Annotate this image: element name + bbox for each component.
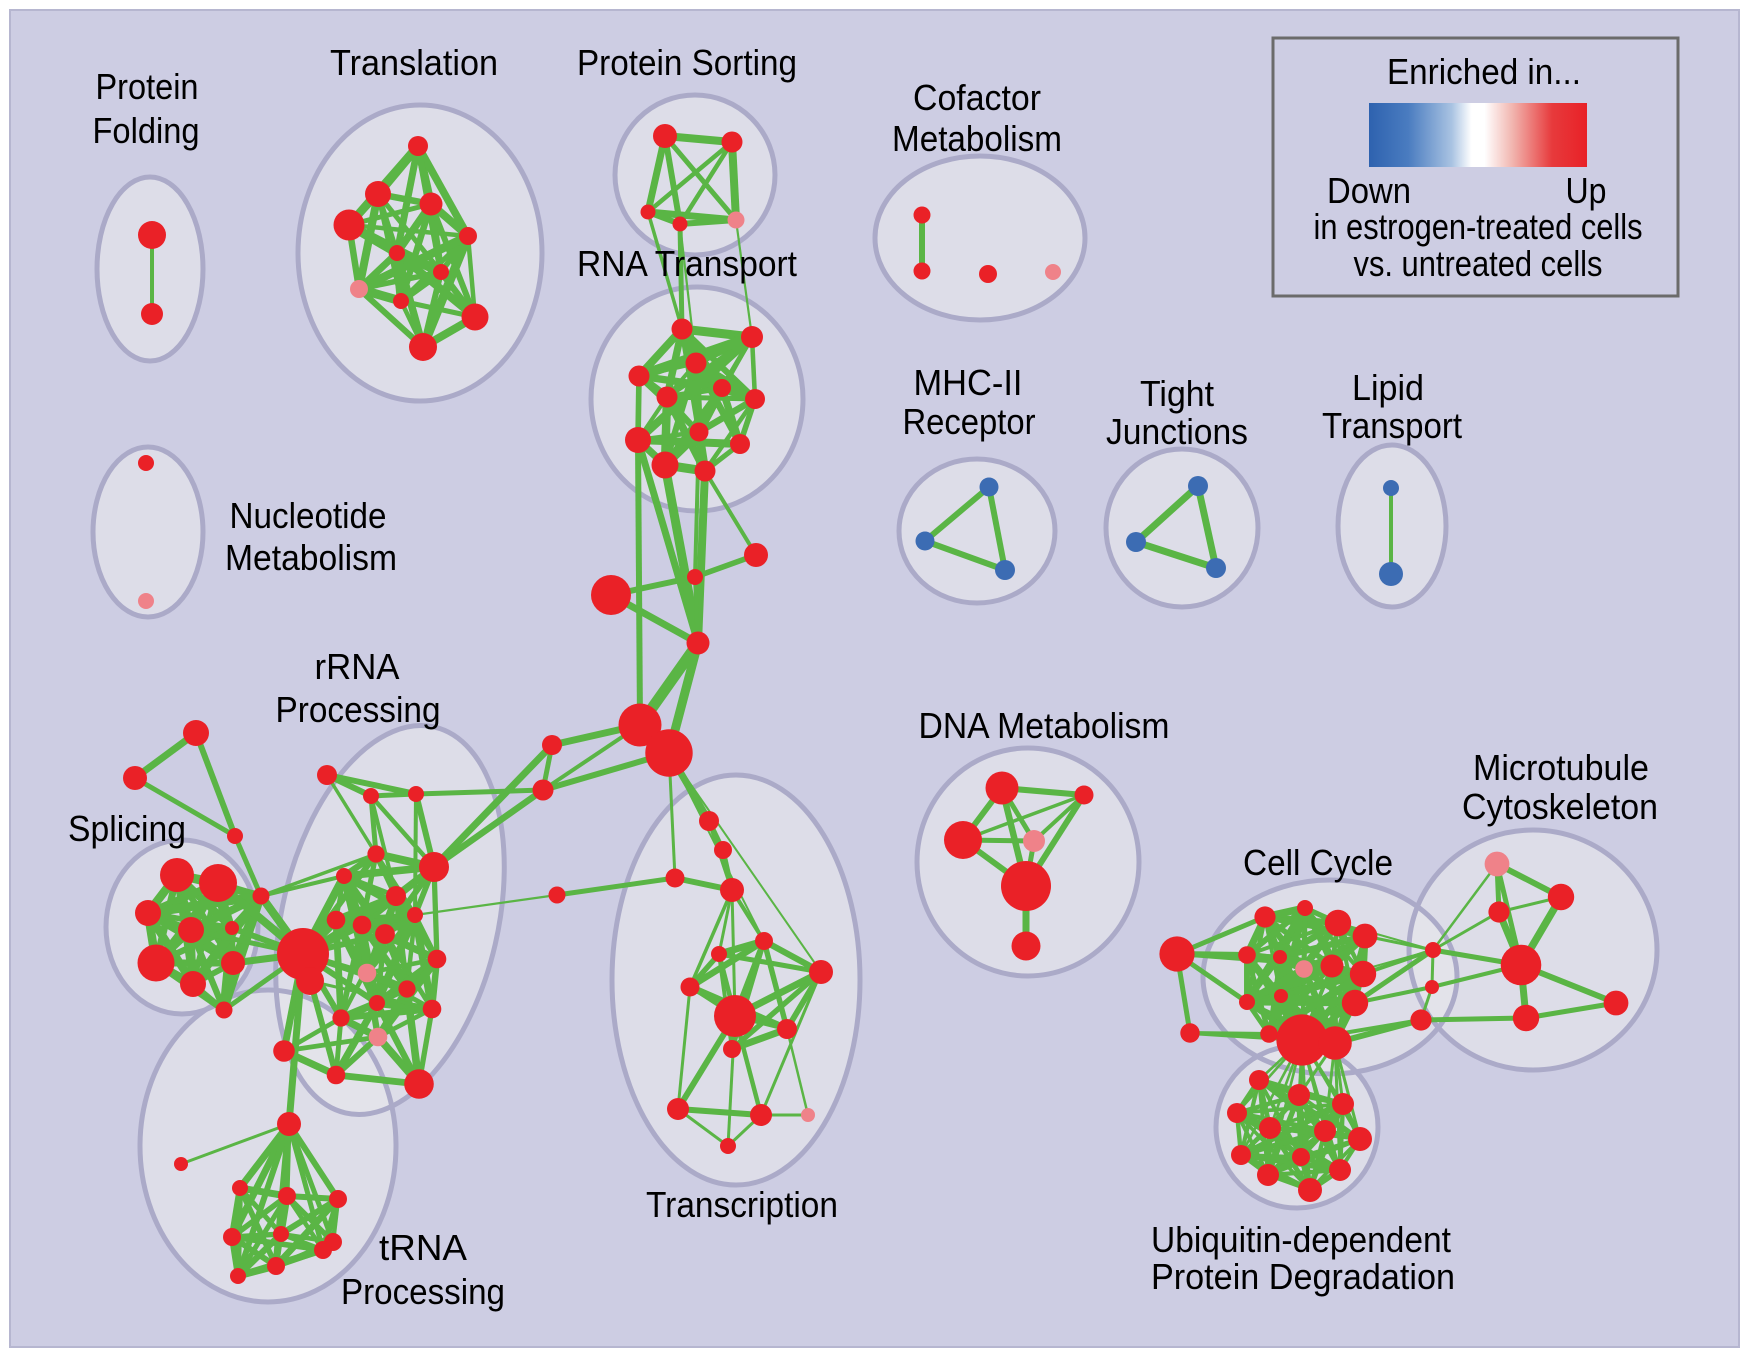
svg-text:Ubiquitin-dependent: Ubiquitin-dependent (1151, 1219, 1451, 1260)
svg-text:rRNA: rRNA (315, 646, 400, 687)
svg-text:Folding: Folding (93, 110, 200, 151)
svg-text:Translation: Translation (330, 42, 498, 83)
svg-text:Junctions: Junctions (1106, 411, 1248, 452)
svg-text:Down: Down (1327, 170, 1411, 211)
svg-text:Protein Sorting: Protein Sorting (577, 42, 797, 83)
svg-text:DNA Metabolism: DNA Metabolism (919, 705, 1170, 746)
svg-text:Nucleotide: Nucleotide (230, 495, 387, 536)
svg-text:Protein: Protein (96, 66, 199, 107)
svg-text:MHC-II: MHC-II (914, 362, 1023, 403)
svg-text:Splicing: Splicing (68, 808, 186, 849)
svg-text:RNA Transport: RNA Transport (577, 243, 797, 284)
svg-text:Processing: Processing (341, 1271, 505, 1312)
svg-text:Lipid: Lipid (1352, 367, 1424, 408)
svg-text:Protein Degradation: Protein Degradation (1151, 1256, 1455, 1297)
svg-text:Transcription: Transcription (646, 1184, 838, 1225)
svg-text:Cofactor: Cofactor (913, 77, 1041, 118)
svg-text:Cell Cycle: Cell Cycle (1243, 842, 1393, 883)
svg-text:vs. untreated cells: vs. untreated cells (1354, 243, 1603, 284)
svg-text:Metabolism: Metabolism (892, 118, 1062, 159)
svg-text:Cytoskeleton: Cytoskeleton (1462, 786, 1658, 827)
svg-text:Tight: Tight (1140, 373, 1214, 414)
svg-text:Microtubule: Microtubule (1473, 747, 1649, 788)
svg-text:Processing: Processing (276, 689, 441, 730)
svg-text:Metabolism: Metabolism (225, 537, 397, 578)
svg-text:Transport: Transport (1322, 405, 1462, 446)
svg-text:Receptor: Receptor (903, 401, 1036, 442)
svg-text:tRNA: tRNA (379, 1227, 467, 1268)
svg-text:Enriched in...: Enriched in... (1387, 51, 1581, 92)
svg-text:in estrogen-treated cells: in estrogen-treated cells (1314, 206, 1643, 247)
svg-text:Up: Up (1566, 170, 1607, 211)
